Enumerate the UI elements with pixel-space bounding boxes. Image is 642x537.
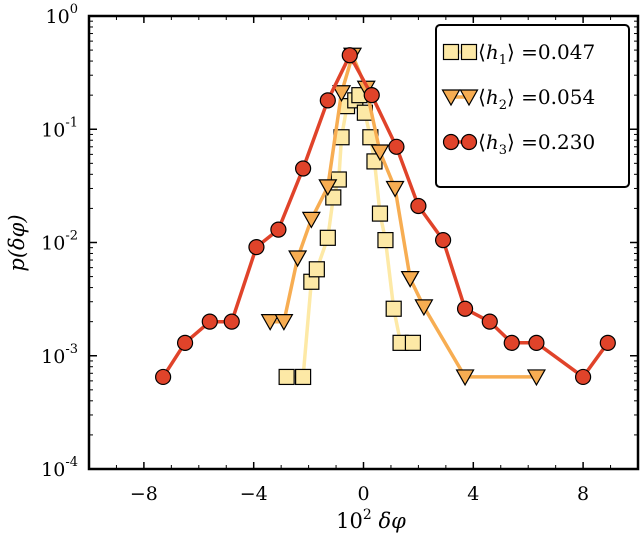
series-h1 (278, 87, 422, 386)
data-point-h1 (371, 205, 389, 222)
legend-marker (460, 43, 478, 61)
data-point-h3 (223, 313, 240, 330)
x-tick-label: 8 (577, 483, 589, 505)
legend: ⟨h1⟩ =0.047 ⟨h2⟩ =0.054 ⟨h3⟩ =0.230 (435, 24, 630, 188)
data-point-h3 (528, 334, 545, 351)
y-tick-label: 10-3 (41, 342, 78, 368)
legend-entry-h1: ⟨h1⟩ =0.047 (442, 40, 595, 68)
data-point-h2 (414, 299, 434, 317)
y-axis-label: p(δφ) (5, 214, 29, 271)
data-point-h2 (301, 211, 321, 229)
legend-marker (460, 133, 478, 151)
legend-marker (459, 89, 479, 107)
data-point-h1 (295, 368, 312, 386)
data-point-h3 (201, 313, 218, 330)
data-point-h3 (503, 334, 520, 351)
legend-marker (441, 89, 461, 107)
data-point-h3 (270, 221, 287, 238)
data-point-h2 (370, 144, 390, 162)
data-point-h2 (455, 369, 475, 387)
data-point-h3 (176, 334, 194, 351)
data-point-h3 (410, 197, 427, 215)
y-tick-label: 100 (46, 2, 78, 28)
y-tick-label: 10-1 (41, 115, 78, 141)
y-tick-label: 10-2 (41, 229, 78, 255)
data-point-h3 (248, 239, 265, 256)
data-point-h2 (332, 85, 352, 102)
x-axis-label-base: 10 (336, 509, 363, 533)
data-point-h3 (295, 160, 312, 177)
x-tick-label: 4 (467, 483, 479, 505)
data-point-h3 (481, 313, 498, 330)
data-point-h2 (274, 314, 294, 331)
x-tick-label: 0 (357, 483, 369, 505)
data-point-h1 (278, 368, 295, 386)
axis-layer: −8 −4 0 4 8 100 10-1 10-2 10-3 10-4 (41, 2, 638, 505)
data-point-h2 (318, 179, 338, 197)
legend-label: ⟨h3⟩ =0.230 (478, 130, 595, 158)
data-point-h1 (404, 334, 422, 351)
data-point-h1 (325, 189, 342, 206)
data-point-h3 (574, 368, 592, 386)
series-h3 (155, 47, 616, 386)
x-axis-label-exp: 2 (363, 507, 372, 523)
data-point-h1 (308, 261, 325, 278)
data-point-h3 (456, 300, 474, 317)
data-point-h3 (363, 87, 380, 104)
y-tick-label: 10-4 (41, 455, 78, 481)
data-point-h3 (319, 92, 336, 109)
legend-entry-h3: ⟨h3⟩ =0.230 (442, 130, 595, 158)
legend-label: ⟨h2⟩ =0.054 (478, 85, 595, 113)
legend-marker (442, 133, 460, 151)
x-axis-label: 102 δφ (336, 507, 406, 533)
data-point-h3 (341, 47, 358, 64)
legend-box (435, 24, 630, 188)
data-point-h2 (385, 180, 405, 198)
data-point-h2 (260, 314, 280, 331)
legend-entry-h2: ⟨h2⟩ =0.054 (441, 85, 595, 113)
legend-label: ⟨h1⟩ =0.047 (478, 40, 595, 68)
legend-marker (442, 43, 460, 61)
data-point-h3 (388, 138, 405, 155)
data-point-h1 (319, 229, 336, 246)
data-point-h3 (155, 368, 172, 386)
x-tick-label: −8 (130, 483, 158, 505)
data-point-h1 (385, 300, 402, 317)
data-point-h3 (599, 334, 616, 351)
data-point-h2 (400, 270, 420, 288)
data-point-h2 (288, 250, 308, 268)
data-point-h2 (526, 369, 546, 387)
data-point-h1 (377, 232, 394, 249)
x-axis-label-var: δφ (372, 509, 406, 533)
series-layer (155, 47, 616, 387)
x-tick-label: −4 (240, 483, 268, 505)
data-point-h3 (435, 232, 452, 249)
